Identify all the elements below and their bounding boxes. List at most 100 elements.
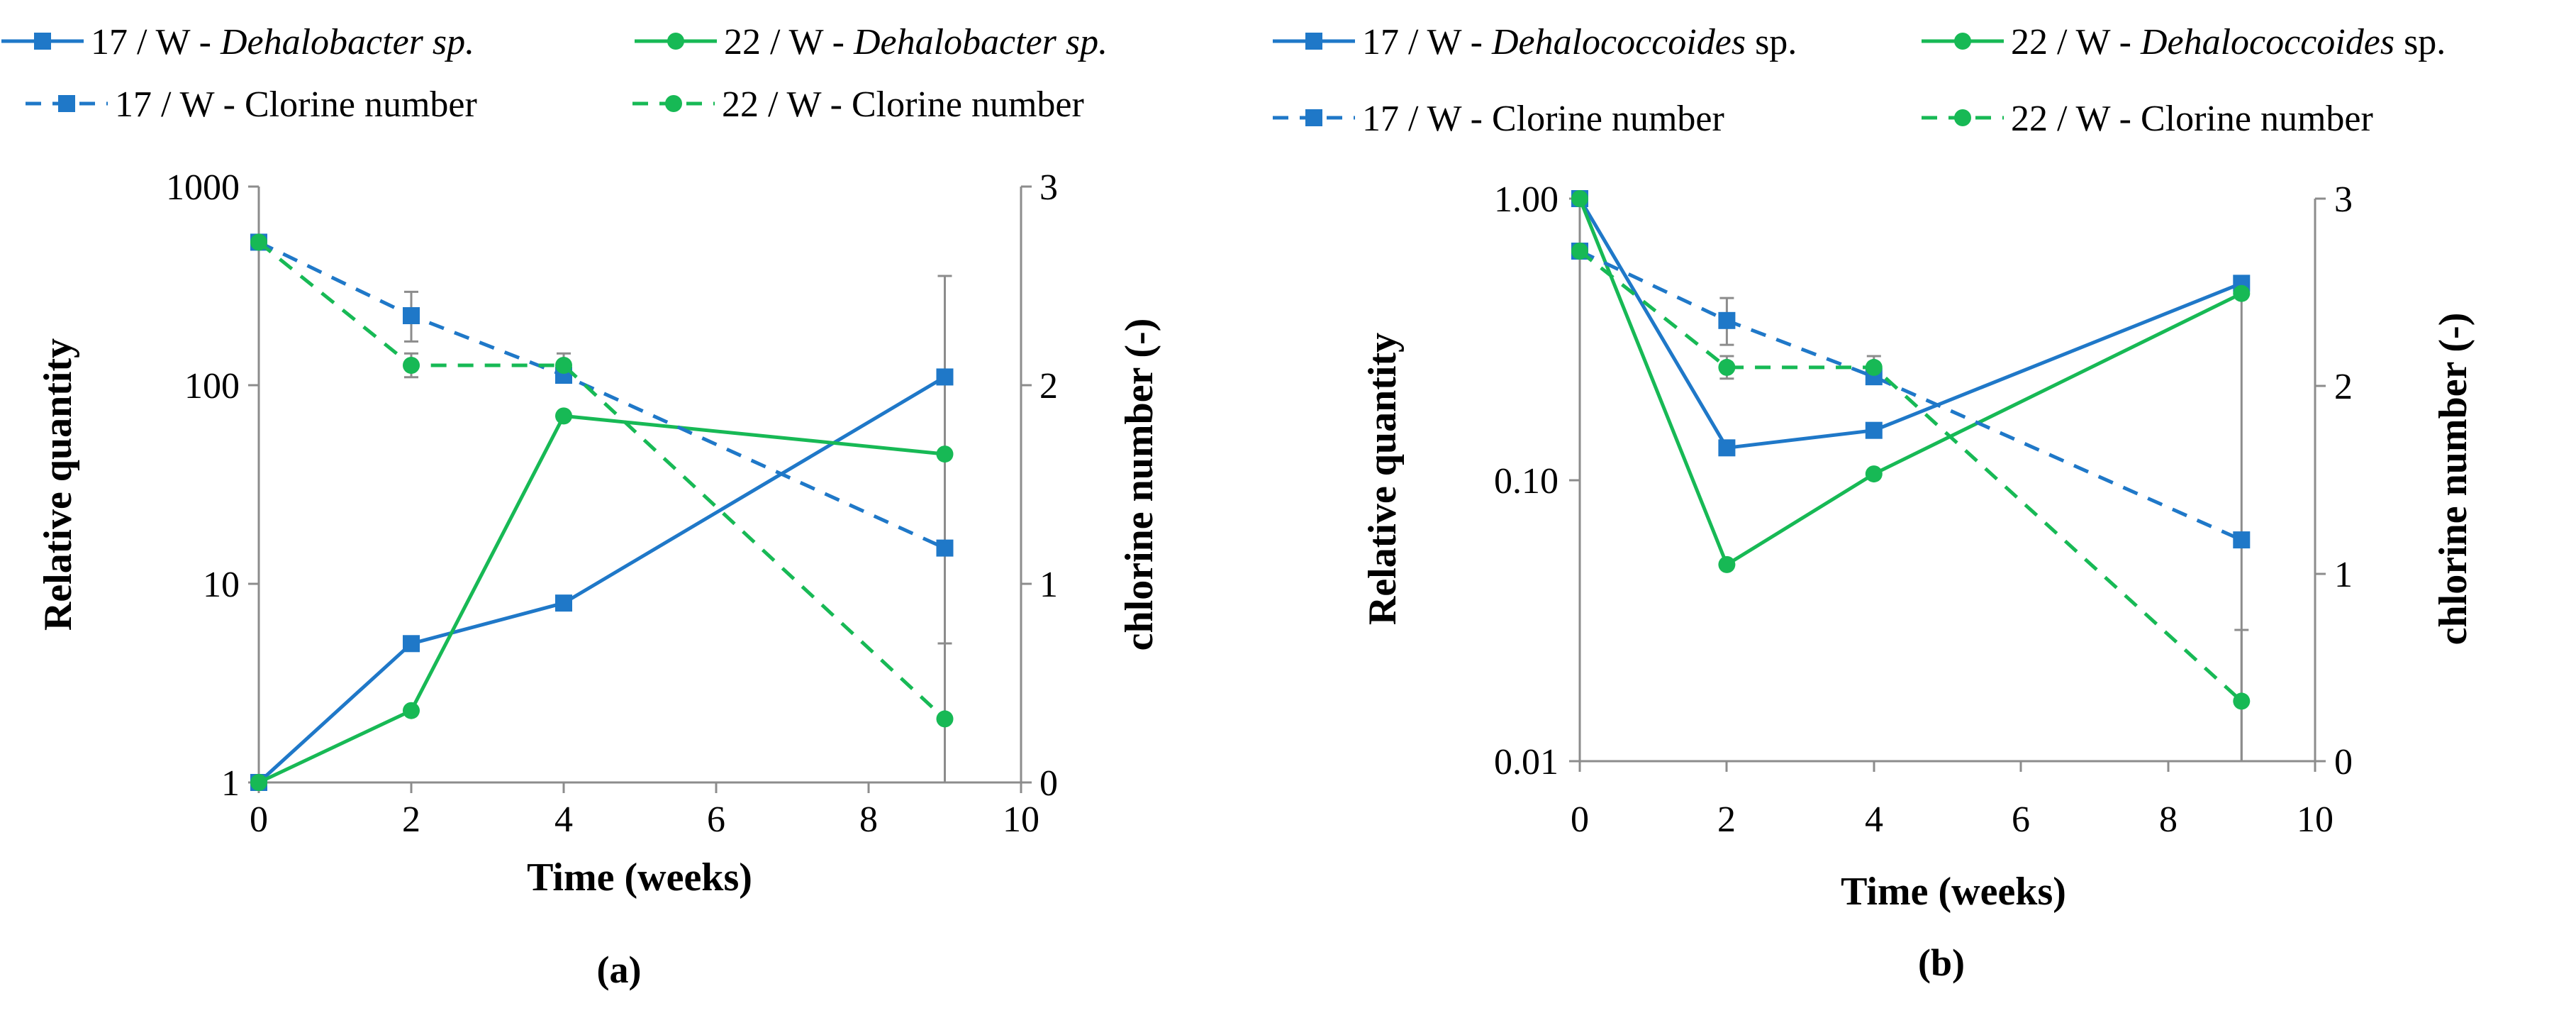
panel-a-series-3-point bbox=[555, 357, 572, 374]
panel-b-legend-label-3: 22 / W - Clorine number bbox=[2011, 99, 2373, 139]
panel-a-y-tick-label: 1000 bbox=[166, 167, 240, 208]
panel-a-legend-label-2: 17 / W - Clorine number bbox=[115, 84, 477, 125]
panel-a-legend-item-3: 22 / W - Clorine number bbox=[632, 84, 1084, 125]
panel-b-x-tick-label: 2 bbox=[1717, 799, 1736, 840]
panel-b-legend-marker-3 bbox=[1954, 109, 1971, 126]
panel-a-y-tick-label: 10 bbox=[203, 565, 240, 605]
panel-a-series-0-point bbox=[936, 368, 954, 386]
panel-a-series-1-line bbox=[257, 414, 945, 785]
panel-a-y2-tick-label: 0 bbox=[1039, 763, 1058, 804]
panel-b-legend-marker-0 bbox=[1305, 33, 1322, 50]
panel-b-x-tick-label: 6 bbox=[2012, 799, 2030, 840]
panel-b-series-3-point bbox=[1571, 243, 1588, 260]
panel-a-series-3-point bbox=[250, 233, 267, 251]
panel-b-series-3-point bbox=[1865, 358, 1883, 376]
panel-a-legend-label-0: 17 / W - Dehalobacter sp. bbox=[91, 22, 474, 62]
panel-a-x-tick-label: 8 bbox=[859, 799, 878, 840]
panel-a-x-tick-label: 2 bbox=[402, 799, 420, 840]
panel-b-series-1-point bbox=[1865, 465, 1883, 483]
panel-b-plot-area bbox=[1571, 190, 2251, 763]
panel-b-y-axis-title: Relative quantity bbox=[1361, 333, 1405, 625]
panel-b-y-tick-label: 0.10 bbox=[1494, 461, 1559, 502]
panel-a-label: (a) bbox=[597, 948, 642, 991]
panel-b-legend-marker-2 bbox=[1305, 109, 1322, 126]
panel-b-y2-tick-label: 1 bbox=[2334, 555, 2353, 595]
panel-b-series-2-line bbox=[1578, 249, 2243, 542]
panel-b-x-tick-label: 4 bbox=[1865, 799, 1883, 840]
panel-a-legend-label-1: 22 / W - Dehalobacter sp. bbox=[724, 22, 1108, 62]
panel-b-series-1-point bbox=[2233, 284, 2251, 302]
panel-b-legend-item-1: 22 / W - Dehalococcoides sp. bbox=[1922, 22, 2446, 62]
panel-a-y2-tick-label: 2 bbox=[1039, 366, 1058, 406]
panel-a-legend-item-2: 17 / W - Clorine number bbox=[26, 84, 477, 125]
panel-b-legend-item-2: 17 / W - Clorine number bbox=[1273, 99, 1724, 139]
panel-b-y-ticks: 0.01 0.10 1.00 bbox=[1494, 179, 1580, 782]
panel-a-series-1-point bbox=[936, 445, 954, 463]
panel-b-series-1-line bbox=[1578, 198, 2243, 567]
panel-a-series-0-line bbox=[257, 375, 946, 784]
panel-b-series-3-point bbox=[2233, 692, 2251, 710]
panel-a-legend: 17 / W - Dehalobacter sp. 22 / W - Dehal… bbox=[1, 22, 1108, 125]
panel-a-x-tick-label: 6 bbox=[707, 799, 725, 840]
panel-b-y2-ticks: 0 1 2 3 bbox=[2315, 179, 2353, 782]
panel-b-x-tick-label: 10 bbox=[2297, 799, 2334, 840]
panel-b-series-2-point bbox=[1718, 311, 1736, 329]
panel-a-legend-item-1: 22 / W - Dehalobacter sp. bbox=[635, 22, 1108, 62]
panel-a-series-2-line bbox=[257, 240, 946, 550]
panel-b-legend-label-2: 17 / W - Clorine number bbox=[1362, 99, 1724, 139]
panel-a-legend-marker-3 bbox=[665, 95, 682, 112]
panel-a-x-ticks: 0 2 4 6 8 10 bbox=[250, 782, 1039, 840]
panel-a-x-tick-label: 0 bbox=[250, 799, 268, 840]
panel-a-legend-marker-1 bbox=[667, 33, 684, 50]
panel-b-label: (b) bbox=[1918, 941, 1965, 984]
panel-a-series-0-point bbox=[555, 594, 572, 612]
panel-a-legend-marker-0 bbox=[34, 33, 51, 50]
panel-a-series-2-point bbox=[403, 307, 420, 324]
panel-a-y2-tick-label: 3 bbox=[1039, 167, 1058, 208]
panel-a-series-2-point bbox=[936, 539, 954, 557]
panel-b-axes bbox=[1578, 199, 2316, 763]
panel-b-x-ticks: 0 2 4 6 8 10 bbox=[1571, 761, 2334, 840]
panel-b-legend-item-3: 22 / W - Clorine number bbox=[1922, 99, 2373, 139]
panel-b-x-axis-title: Time (weeks) bbox=[1841, 870, 2066, 914]
panel-a-series-0-point bbox=[403, 635, 420, 653]
panel-b-legend: 17 / W - Dehalococcoides sp. 22 / W - De… bbox=[1273, 22, 2446, 139]
panel-b-y2-tick-label: 2 bbox=[2334, 367, 2353, 407]
panel-b-series-1-point bbox=[1718, 555, 1736, 573]
panel-b-series-1-point bbox=[1571, 190, 1588, 207]
panel-a-y-axis-title: Relative quantity bbox=[36, 338, 80, 631]
panel-a-y2-ticks: 0 1 2 3 bbox=[1021, 167, 1058, 804]
panel-a-series-1-point bbox=[555, 407, 572, 425]
panel-a-series-3-point bbox=[936, 710, 954, 728]
panel-a-x-axis-title: Time (weeks) bbox=[527, 856, 752, 899]
panel-b-series-0-point bbox=[1718, 439, 1736, 457]
panel-a-axes bbox=[257, 187, 1022, 784]
panel-a-series-1-point bbox=[403, 702, 420, 719]
panel-b-y2-tick-label: 0 bbox=[2334, 742, 2353, 782]
panel-a-x-tick-label: 10 bbox=[1003, 799, 1039, 840]
panel-a-legend-marker-2 bbox=[58, 95, 75, 112]
panel-b-legend-label-1: 22 / W - Dehalococcoides sp. bbox=[2011, 22, 2446, 62]
panel-b-legend-item-0: 17 / W - Dehalococcoides sp. bbox=[1273, 22, 1797, 62]
panel-b-series-0-point bbox=[1865, 421, 1883, 439]
panel-a-legend-item-0: 17 / W - Dehalobacter sp. bbox=[1, 22, 474, 62]
panel-a: 17 / W - Dehalobacter sp. 22 / W - Dehal… bbox=[1, 22, 1161, 991]
panel-b-x-tick-label: 8 bbox=[2159, 799, 2178, 840]
panel-a-y-ticks: 1 10 100 1000 bbox=[166, 167, 259, 804]
panel-b-legend-marker-1 bbox=[1954, 33, 1971, 50]
panel-b-series-0-line bbox=[1578, 197, 2243, 450]
panel-a-series-3-point bbox=[403, 357, 420, 374]
panel-b-y-tick-label: 1.00 bbox=[1494, 179, 1559, 220]
panel-b-x-tick-label: 0 bbox=[1571, 799, 1589, 840]
panel-a-series-3-line bbox=[257, 240, 947, 721]
panel-b-y2-axis-title: chlorine number (-) bbox=[2431, 313, 2475, 646]
panel-a-x-tick-label: 4 bbox=[554, 799, 573, 840]
panel-b-series-3-point bbox=[1718, 358, 1736, 376]
panel-b-legend-label-0: 17 / W - Dehalococcoides sp. bbox=[1362, 22, 1797, 62]
panel-b-series-3-line bbox=[1578, 250, 2243, 703]
panel-b-series-2-point bbox=[2233, 531, 2251, 549]
panel-a-y-tick-label: 1 bbox=[221, 763, 240, 804]
panel-a-y2-tick-label: 1 bbox=[1039, 565, 1058, 605]
